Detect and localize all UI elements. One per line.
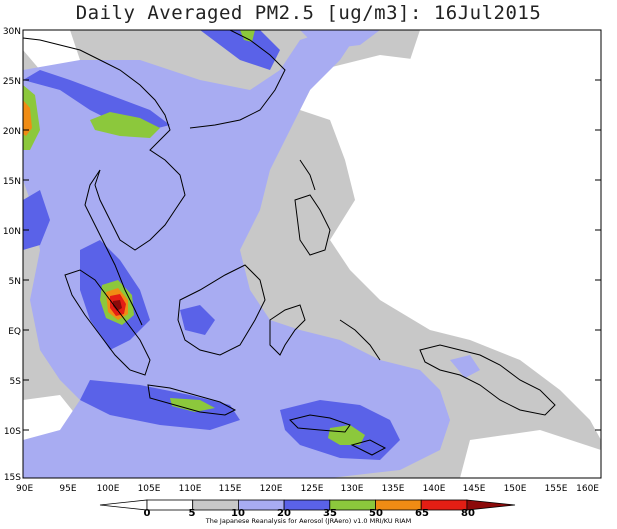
credit-line: The Japanese Reanalysis for Aerosol (JRA…	[205, 517, 412, 525]
y-tick-label: 20N	[3, 127, 21, 137]
band-35-50-java	[170, 398, 215, 412]
y-tick-label: 10N	[3, 227, 21, 237]
x-tick-label: 140E	[423, 484, 446, 494]
y-tick-label: 30N	[3, 27, 21, 37]
x-axis-labels: 90E 95E 100E 105E 110E 115E 120E 125E 13…	[16, 484, 599, 494]
colorbar-label: 20	[277, 508, 291, 519]
colorbar-label: 50	[369, 508, 383, 519]
band-35-50-flores	[328, 425, 365, 445]
y-tick-label: 5N	[9, 277, 21, 287]
colorbar-labels: 0 5 10 20 35 50 65 80	[144, 508, 475, 519]
x-tick-label: 130E	[341, 484, 364, 494]
x-tick-label: 115E	[219, 484, 242, 494]
x-tick-label: 160E	[576, 484, 599, 494]
band-35-50-north	[240, 30, 255, 42]
colorbar-segment	[146, 499, 194, 511]
colorbar-segment	[99, 499, 148, 511]
band-10-20-ne	[300, 30, 380, 50]
plot-border	[22, 29, 602, 479]
x-tick-label: 155E	[545, 484, 568, 494]
x-tick-label: 125E	[301, 484, 324, 494]
y-tick-label: 15S	[4, 473, 21, 483]
band-50-65-west	[23, 100, 32, 136]
band-20-35-west	[23, 190, 50, 250]
y-tick-label: 15N	[3, 177, 21, 187]
y-axis-labels: 30N 25N 20N 15N 10N 5N EQ 5S 10S 15S	[3, 27, 21, 483]
band-20-35-indochina	[23, 70, 170, 130]
x-tick-label: 150E	[504, 484, 527, 494]
map-title: Daily Averaged PM2.5 [ug/m3]: 16Jul2015	[75, 2, 542, 24]
band-20-35-north	[200, 30, 280, 70]
colorbar-label: 65	[415, 508, 429, 519]
band-35-50-indochina	[90, 112, 160, 138]
colorbar-label: 0	[144, 508, 151, 519]
x-tick-label: 135E	[382, 484, 405, 494]
x-tick-label: 95E	[59, 484, 76, 494]
x-tick-label: 90E	[16, 484, 33, 494]
colorbar-label: 10	[231, 508, 245, 519]
y-tick-label: EQ	[8, 327, 21, 337]
y-tick-label: 5S	[10, 377, 22, 387]
x-tick-label: 100E	[97, 484, 120, 494]
x-tick-label: 105E	[138, 484, 161, 494]
concentration-field	[23, 30, 601, 478]
colorbar-label: 5	[189, 508, 196, 519]
band-0-5-east	[345, 30, 601, 400]
band-10-20-ng	[450, 355, 480, 378]
colorbar-label: 35	[323, 508, 337, 519]
colorbar-label: 80	[461, 508, 475, 519]
colorbar	[99, 499, 516, 511]
x-tick-label: 110E	[179, 484, 202, 494]
colorbar-segment	[466, 499, 516, 511]
band-10-20-main	[23, 30, 450, 478]
x-tick-label: 145E	[463, 484, 486, 494]
x-tick-label: 120E	[260, 484, 283, 494]
band-20-35-borneo	[180, 305, 215, 335]
band-80-plus-sumatra	[113, 300, 122, 311]
coastlines	[23, 30, 556, 456]
band-0-5-se	[460, 430, 601, 478]
band-20-35-java	[80, 380, 240, 430]
y-tick-label: 10S	[4, 427, 21, 437]
y-tick-label: 25N	[3, 77, 21, 87]
tick-marks	[23, 29, 601, 431]
